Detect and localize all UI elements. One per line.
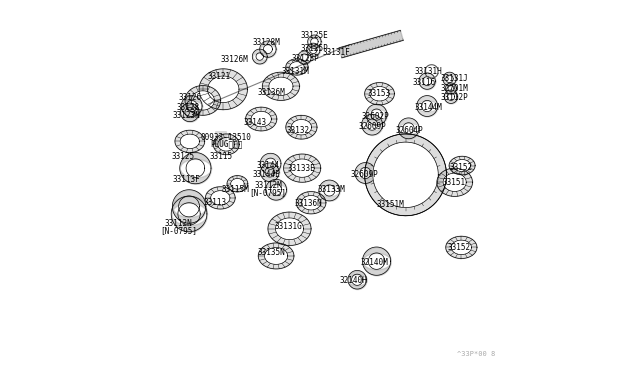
Text: 33131M: 33131M [282, 67, 310, 76]
Polygon shape [268, 212, 311, 246]
Text: 33131F: 33131F [323, 48, 351, 57]
Text: 33136M: 33136M [258, 88, 285, 97]
Text: 33136N: 33136N [295, 199, 323, 208]
Polygon shape [365, 83, 394, 105]
Polygon shape [207, 76, 239, 103]
Text: 32609P: 32609P [358, 122, 386, 131]
Text: 33121: 33121 [208, 72, 231, 81]
Text: 33131J: 33131J [440, 74, 468, 83]
Polygon shape [454, 160, 470, 171]
Text: 33131H: 33131H [414, 67, 442, 76]
Polygon shape [290, 62, 304, 72]
Polygon shape [205, 187, 235, 209]
Polygon shape [286, 59, 308, 75]
Text: 33133E: 33133E [287, 164, 316, 173]
Text: ^33P*00 8: ^33P*00 8 [456, 351, 495, 357]
Polygon shape [291, 119, 312, 135]
Text: 33112M: 33112M [255, 181, 282, 190]
Polygon shape [437, 168, 472, 196]
Text: 33112N: 33112N [164, 219, 193, 228]
Text: 33151M: 33151M [377, 200, 404, 209]
Polygon shape [185, 86, 221, 115]
Text: 32140M: 32140M [360, 258, 388, 267]
Polygon shape [445, 236, 477, 259]
Text: [N-0795]: [N-0795] [160, 226, 197, 235]
Text: 32604P: 32604P [396, 126, 423, 135]
Text: 33116: 33116 [413, 78, 436, 87]
Polygon shape [180, 134, 200, 148]
Polygon shape [191, 91, 214, 110]
Polygon shape [269, 77, 293, 96]
Text: 33151: 33151 [442, 178, 465, 187]
Polygon shape [213, 134, 239, 155]
Text: 33115: 33115 [210, 152, 233, 161]
Polygon shape [246, 107, 277, 131]
Text: 33135N: 33135N [257, 248, 285, 257]
Text: 33115M: 33115M [221, 185, 249, 194]
Text: 32609P: 32609P [351, 170, 378, 179]
Polygon shape [286, 115, 317, 139]
Polygon shape [218, 138, 235, 151]
Text: 33128: 33128 [177, 103, 200, 112]
Text: 33126: 33126 [178, 93, 202, 102]
Polygon shape [339, 31, 403, 58]
Text: 33112P: 33112P [440, 93, 468, 102]
Polygon shape [175, 130, 205, 153]
Polygon shape [230, 179, 244, 189]
Text: 33126M: 33126M [221, 55, 248, 64]
Text: 32140H: 32140H [340, 276, 367, 285]
Text: 33143: 33143 [243, 118, 266, 126]
Text: 00933-13510: 00933-13510 [201, 133, 252, 142]
Polygon shape [443, 173, 467, 192]
Text: 33133M: 33133M [317, 185, 345, 194]
Text: 33113: 33113 [204, 198, 227, 207]
Text: 32701M: 32701M [440, 84, 468, 93]
Text: 33144E: 33144E [252, 170, 280, 179]
Text: 33125E: 33125E [301, 31, 328, 40]
Text: 32602P: 32602P [362, 112, 390, 121]
Polygon shape [262, 72, 300, 100]
Circle shape [373, 142, 438, 208]
Text: 33128M: 33128M [252, 38, 280, 47]
Text: 33153: 33153 [368, 89, 391, 98]
Polygon shape [301, 196, 321, 210]
Polygon shape [284, 154, 321, 182]
Polygon shape [451, 240, 472, 254]
Polygon shape [264, 247, 288, 264]
Circle shape [365, 134, 447, 216]
Text: 33152: 33152 [448, 243, 471, 252]
Text: 33123P: 33123P [291, 54, 319, 63]
Polygon shape [227, 176, 248, 192]
Text: 33131G: 33131G [275, 222, 302, 231]
Polygon shape [251, 111, 271, 127]
Polygon shape [275, 218, 303, 240]
Polygon shape [211, 191, 230, 205]
Polygon shape [259, 243, 294, 269]
Polygon shape [449, 156, 475, 175]
Polygon shape [290, 159, 314, 177]
Text: 33152: 33152 [450, 163, 473, 172]
Polygon shape [370, 87, 389, 101]
Polygon shape [296, 192, 326, 214]
Text: 33144M: 33144M [414, 103, 442, 112]
Text: 33123N: 33123N [172, 111, 200, 120]
Bar [215, 131, 225, 145]
Polygon shape [199, 69, 248, 110]
Text: 33125P: 33125P [301, 44, 328, 53]
Text: 33144: 33144 [257, 161, 280, 170]
Text: 33125: 33125 [172, 153, 195, 161]
Text: PLUGプラグ: PLUGプラグ [210, 140, 243, 149]
Text: 33132: 33132 [286, 126, 309, 135]
Text: 33113F: 33113F [172, 175, 200, 184]
Text: [N-0795]: [N-0795] [250, 188, 287, 197]
